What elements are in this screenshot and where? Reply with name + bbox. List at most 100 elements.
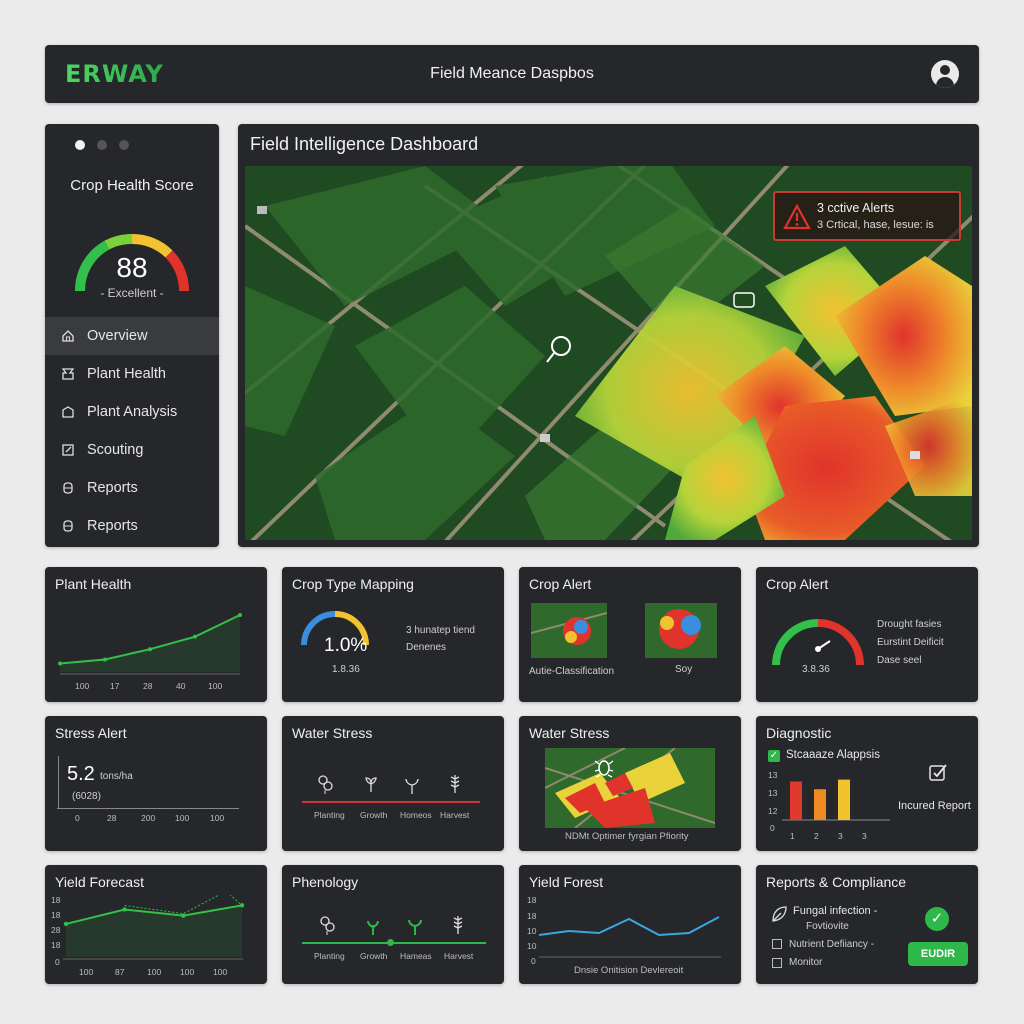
- yield-forecast-card[interactable]: Yield Forecast 18 18 28 18 0 100 87 100 …: [45, 865, 267, 984]
- stress-unit: tons/ha: [100, 771, 133, 782]
- sidebar-item-scouting[interactable]: Scouting: [45, 431, 219, 469]
- card-title: Phenology: [292, 874, 359, 890]
- water-stress-stages-card[interactable]: Water Stress Planting Growth Homeos Harv…: [282, 716, 504, 851]
- app-logo[interactable]: ERWAY: [65, 60, 164, 88]
- checkbox-checked-icon[interactable]: ✓: [768, 750, 780, 762]
- carousel-dot[interactable]: [75, 140, 85, 150]
- sidebar-item-label: Overview: [87, 328, 148, 344]
- card-title: Crop Type Mapping: [292, 576, 414, 592]
- x-tick: 28: [143, 681, 153, 691]
- carousel-dot[interactable]: [97, 140, 107, 150]
- soy-label: Soy: [675, 664, 693, 675]
- x-tick: 87: [115, 967, 125, 977]
- x-tick: 100: [75, 681, 90, 691]
- water-stress-map: [545, 748, 715, 828]
- crop-alert-item: Dase seel: [877, 655, 922, 666]
- checkbox-unchecked-icon[interactable]: [772, 939, 782, 949]
- alert-detail: 3 Crtical, hase, lesue: is: [817, 219, 934, 231]
- incured-report-label: Incured Report: [898, 800, 971, 812]
- report-item-sub: Fovtiovite: [806, 921, 849, 932]
- x-tick: 100: [210, 813, 225, 823]
- pest-icon: [594, 760, 614, 778]
- classification-label: Autie-Classification: [529, 666, 615, 677]
- reports-compliance-card[interactable]: Reports & Compliance Fungal infection - …: [756, 865, 978, 984]
- sidebar-item-label: Plant Health: [87, 366, 166, 382]
- data-point: [122, 907, 127, 912]
- y-tick: 0: [770, 823, 775, 833]
- x-tick: 100: [79, 967, 94, 977]
- user-avatar-icon[interactable]: [931, 60, 959, 88]
- x-tick: 100: [180, 967, 195, 977]
- y-tick: 12: [768, 806, 778, 816]
- x-tick: 28: [107, 813, 117, 823]
- card-title: Crop Alert: [766, 576, 829, 592]
- x-tick: 100: [208, 681, 223, 691]
- card-title: Water Stress: [529, 725, 610, 741]
- yield-forest-chart: [539, 916, 721, 958]
- stress-value: 5.2: [67, 763, 95, 785]
- area-fill: [60, 615, 240, 672]
- checkbox-unchecked-icon[interactable]: [772, 958, 782, 968]
- stress-alert-card[interactable]: Stress Alert 5.2 tons/ha (6028) 0 28 200…: [45, 716, 267, 851]
- y-tick: 10: [527, 941, 537, 951]
- soy-thumbnail: [645, 603, 717, 658]
- status-button[interactable]: EUDIR: [908, 942, 968, 966]
- report-icon: [63, 520, 73, 532]
- edit-icon: [62, 444, 74, 456]
- carousel-dot[interactable]: [119, 140, 129, 150]
- water-stress-caption: NDMt Optimer fyrgian Pfiority: [565, 831, 689, 842]
- sidebar-item-reports-2[interactable]: Reports: [45, 507, 219, 545]
- area-fill: [66, 905, 242, 957]
- carousel-dots: [75, 140, 129, 150]
- y-tick: 18: [51, 895, 61, 905]
- page-title: Field Intelligence Dashboard: [250, 134, 479, 154]
- analysis-icon: [62, 406, 74, 418]
- water-stress-map-card[interactable]: Water Stress NDMt Optimer fyrgian Pfiori…: [519, 716, 741, 851]
- y-tick: 18: [527, 911, 537, 921]
- yield-forest-card[interactable]: Yield Forest 18 18 10 10 0 Dnsie Onitisi…: [519, 865, 741, 984]
- plant-health-chart: [58, 613, 242, 675]
- field-map[interactable]: 3 cctive Alerts 3 Crtical, hase, lesue: …: [245, 166, 972, 540]
- crop-alert-gauge: [772, 619, 864, 666]
- planting-icon: [318, 775, 333, 794]
- yield-forest-caption: Dnsie Onitision Devlereoit: [574, 965, 684, 976]
- sidebar-item-plant-analysis[interactable]: Plant Analysis: [45, 393, 219, 431]
- plant-health-card[interactable]: Plant Health 100 17 28 40 100: [45, 567, 267, 702]
- x-tick: 0: [75, 813, 80, 823]
- data-point: [103, 657, 107, 662]
- crop-alert-gauge-card[interactable]: Crop Alert 3.8.36 Drought fasies Eurstin…: [756, 567, 978, 702]
- diagnostic-card[interactable]: Diagnostic ✓ Stcaaaze Alappsis 13 13 12 …: [756, 716, 978, 851]
- x-tick: 100: [175, 813, 190, 823]
- x-tick: 17: [110, 681, 120, 691]
- stage-label: Planting: [314, 951, 345, 961]
- sidebar-item-reports[interactable]: Reports: [45, 469, 219, 507]
- crop-type-mapping-card[interactable]: Crop Type Mapping 1.0% 1.8.36 3 hunatep …: [282, 567, 504, 702]
- data-point: [63, 921, 69, 927]
- stress-note: (6028): [72, 791, 101, 802]
- sidebar-item-overview[interactable]: Overview: [45, 317, 219, 355]
- sidebar-item-plant-health[interactable]: Plant Health: [45, 355, 219, 393]
- y-tick: 0: [55, 957, 60, 967]
- y-tick: 10: [527, 926, 537, 936]
- data-point: [58, 661, 62, 666]
- crop-health-score-title: Crop Health Score: [70, 177, 194, 194]
- bar: [814, 789, 826, 820]
- crop-health-gauge: [74, 233, 190, 292]
- crop-type-value: 1.0%: [324, 635, 368, 656]
- diagnostic-check-label: Stcaaaze Alappsis: [786, 749, 880, 761]
- report-icon: [63, 482, 73, 494]
- sidebar: Crop Health Score 88 - Excellent - Overv…: [45, 124, 219, 547]
- crop-alert-card[interactable]: Crop Alert Autie-Classification Soy: [519, 567, 741, 702]
- phenology-card[interactable]: Phenology Planting Growth Hameas Harvest: [282, 865, 504, 984]
- app-title: Field Meance Daspbos: [430, 65, 594, 82]
- stage-label: Harvest: [440, 810, 470, 820]
- data-point: [238, 613, 242, 617]
- card-title: Diagnostic: [766, 725, 832, 741]
- stage-label: Hameas: [400, 951, 432, 961]
- bar: [790, 781, 802, 820]
- active-alerts-banner[interactable]: 3 cctive Alerts 3 Crtical, hase, lesue: …: [773, 191, 961, 241]
- diagnostic-bar-chart: [782, 779, 890, 821]
- report-check-icon[interactable]: [928, 762, 948, 782]
- data-point: [148, 647, 152, 652]
- sidebar-item-label: Reports: [87, 518, 138, 534]
